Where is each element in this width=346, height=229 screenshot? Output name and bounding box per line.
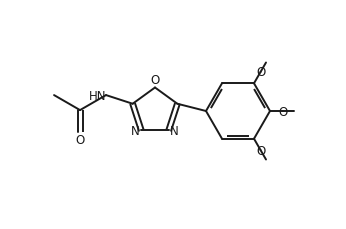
Text: HN: HN: [89, 89, 106, 102]
Text: O: O: [256, 144, 265, 157]
Text: O: O: [151, 74, 160, 87]
Text: O: O: [75, 134, 85, 147]
Text: O: O: [279, 105, 288, 118]
Text: O: O: [256, 66, 265, 79]
Text: N: N: [170, 125, 179, 137]
Text: N: N: [131, 125, 140, 137]
